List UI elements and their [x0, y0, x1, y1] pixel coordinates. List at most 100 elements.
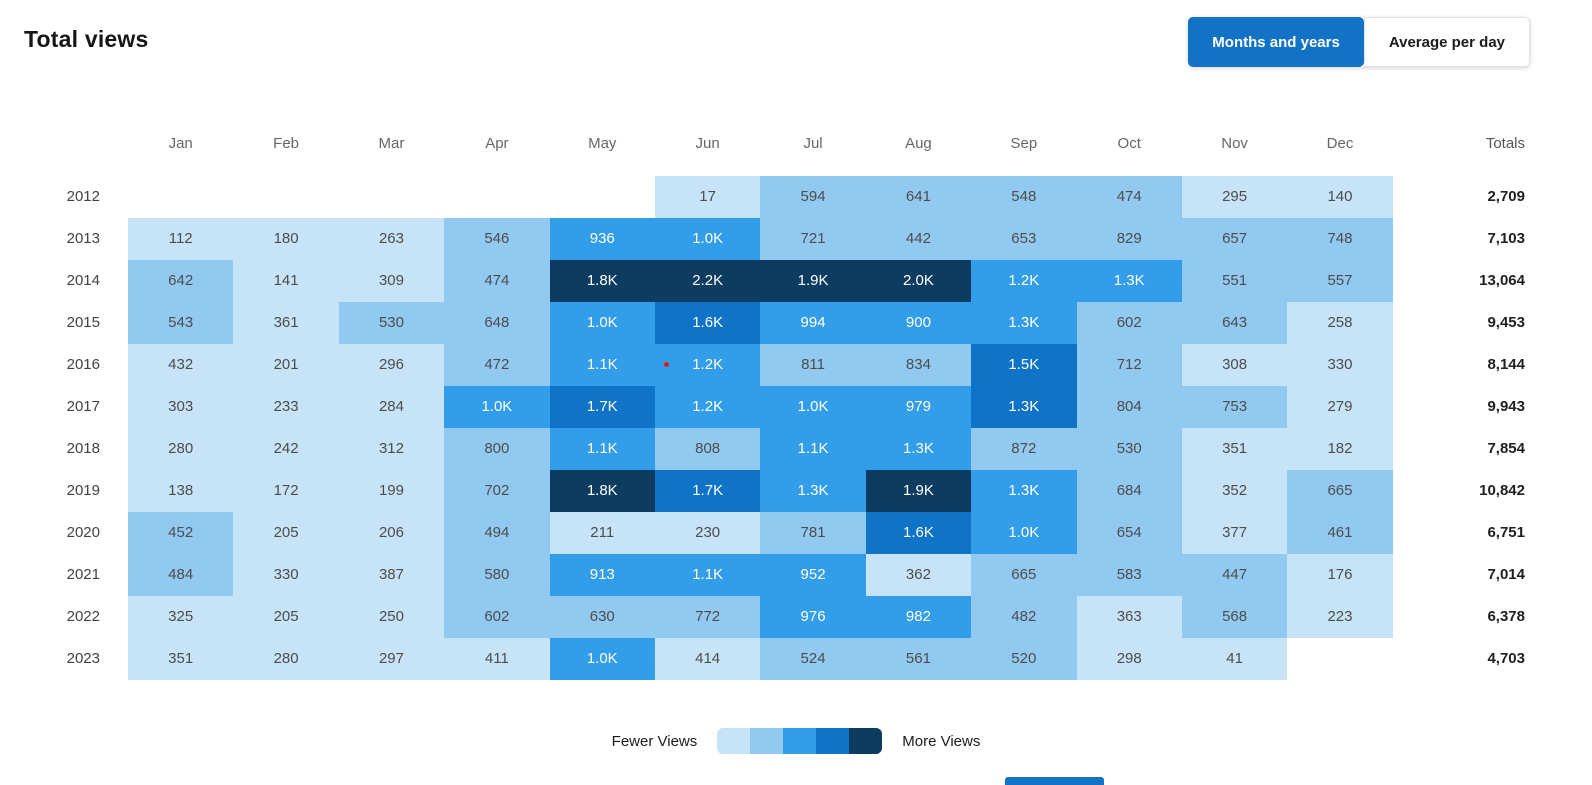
cell-2019-feb: 172	[233, 470, 339, 512]
cell-2016-mar: 296	[338, 344, 445, 386]
cell-2022-mar: 250	[338, 596, 445, 638]
cell-2022-jan: 325	[128, 596, 234, 638]
cell-2014-feb: 141	[233, 260, 339, 302]
column-header-totals: Totals	[1485, 135, 1525, 152]
cell-2018-jun: 808	[654, 428, 761, 470]
cell-2022-nov: 568	[1181, 596, 1288, 638]
cell-2019-jan: 138	[128, 470, 234, 512]
toggle-average-per-day[interactable]: Average per day	[1363, 17, 1530, 67]
row-total-2017: 9,943	[1487, 398, 1525, 415]
column-header-jan: Jan	[168, 135, 193, 152]
row-total-2021: 7,014	[1487, 566, 1525, 583]
cell-2013-apr: 546	[444, 218, 550, 260]
cell-2020-nov: 377	[1181, 512, 1288, 554]
cell-2018-mar: 312	[338, 428, 445, 470]
column-header-may: May	[588, 135, 617, 152]
cell-2022-aug: 982	[865, 596, 972, 638]
cell-2017-oct: 804	[1076, 386, 1182, 428]
cell-2014-jul: 1.9K	[760, 260, 866, 302]
cell-2020-jun: 230	[654, 512, 761, 554]
cell-2017-feb: 233	[233, 386, 339, 428]
cell-2023-jul: 524	[760, 638, 866, 680]
cell-2021-aug: 362	[865, 554, 972, 596]
row-total-2023: 4,703	[1487, 650, 1525, 667]
cell-2023-mar: 297	[338, 638, 445, 680]
row-total-2020: 6,751	[1487, 524, 1525, 541]
cell-2016-jun: 1.2K	[654, 344, 761, 386]
column-header-dec: Dec	[1326, 135, 1354, 152]
row-total-2012: 2,709	[1487, 188, 1525, 205]
cell-2014-nov: 551	[1181, 260, 1288, 302]
row-total-2019: 10,842	[1479, 482, 1525, 499]
cell-2014-may: 1.8K	[549, 260, 655, 302]
cell-2017-nov: 753	[1181, 386, 1288, 428]
cell-2012-oct: 474	[1076, 176, 1182, 218]
row-label-2020: 2020	[66, 524, 100, 541]
cell-2021-jun: 1.1K	[654, 554, 761, 596]
cell-2020-may: 211	[549, 512, 655, 554]
cell-2020-jul: 781	[760, 512, 866, 554]
cell-2021-mar: 387	[338, 554, 445, 596]
cell-2019-jun: 1.7K	[654, 470, 761, 512]
toggle-months-and-years[interactable]: Months and years	[1188, 17, 1364, 67]
cell-2016-sep: 1.5K	[971, 344, 1077, 386]
cell-2018-may: 1.1K	[549, 428, 655, 470]
cell-2015-jun: 1.6K	[654, 302, 761, 344]
cell-2020-jan: 452	[128, 512, 234, 554]
cell-2016-aug: 834	[865, 344, 972, 386]
cell-2019-aug: 1.9K	[865, 470, 972, 512]
row-label-2014: 2014	[66, 272, 100, 289]
legend-color-scale	[717, 728, 883, 754]
cell-2018-dec: 182	[1287, 428, 1393, 470]
cell-2012-feb	[233, 176, 338, 218]
cell-2018-apr: 800	[444, 428, 550, 470]
cell-2023-jan: 351	[128, 638, 234, 680]
cell-2023-nov: 41	[1181, 638, 1288, 680]
cell-2023-may: 1.0K	[549, 638, 655, 680]
cell-2017-jan: 303	[128, 386, 234, 428]
cell-2021-apr: 580	[444, 554, 550, 596]
cell-2022-jul: 976	[760, 596, 866, 638]
cell-2020-feb: 205	[233, 512, 339, 554]
cell-2017-aug: 979	[865, 386, 972, 428]
cell-2019-dec: 665	[1287, 470, 1393, 512]
cell-2019-apr: 702	[444, 470, 550, 512]
cell-2014-dec: 557	[1287, 260, 1393, 302]
cell-2023-aug: 561	[865, 638, 972, 680]
cell-2014-aug: 2.0K	[865, 260, 972, 302]
cell-2020-dec: 461	[1287, 512, 1393, 554]
cell-2014-jan: 642	[128, 260, 234, 302]
cell-2015-apr: 648	[444, 302, 550, 344]
cell-2018-oct: 530	[1076, 428, 1182, 470]
cell-2019-oct: 684	[1076, 470, 1182, 512]
cell-2020-sep: 1.0K	[971, 512, 1077, 554]
cell-2017-jul: 1.0K	[760, 386, 866, 428]
row-label-2017: 2017	[66, 398, 100, 415]
row-label-2016: 2016	[66, 356, 100, 373]
column-header-aug: Aug	[905, 135, 932, 152]
cell-2018-jul: 1.1K	[760, 428, 866, 470]
row-label-2015: 2015	[66, 314, 100, 331]
row-label-2019: 2019	[66, 482, 100, 499]
cell-2018-feb: 242	[233, 428, 339, 470]
header-corner-spacer	[0, 90, 128, 176]
cell-2012-dec: 140	[1287, 176, 1393, 218]
page-title: Total views	[24, 26, 149, 52]
cell-2015-may: 1.0K	[549, 302, 655, 344]
cell-2013-aug: 442	[865, 218, 972, 260]
cell-2017-jun: 1.2K	[654, 386, 761, 428]
cell-2012-mar	[339, 176, 444, 218]
cell-2022-oct: 363	[1076, 596, 1182, 638]
row-total-2022: 6,378	[1487, 608, 1525, 625]
stray-red-dot	[664, 362, 669, 367]
cell-2013-jan: 112	[128, 218, 234, 260]
cell-2022-jun: 772	[654, 596, 761, 638]
legend-more-views-label: More Views	[902, 732, 981, 750]
cell-2014-mar: 309	[338, 260, 445, 302]
cell-2013-mar: 263	[338, 218, 445, 260]
column-header-mar: Mar	[378, 135, 405, 152]
column-header-feb: Feb	[273, 135, 300, 152]
cell-2013-jul: 721	[760, 218, 866, 260]
row-total-2018: 7,854	[1487, 440, 1525, 457]
cell-2023-apr: 411	[444, 638, 550, 680]
